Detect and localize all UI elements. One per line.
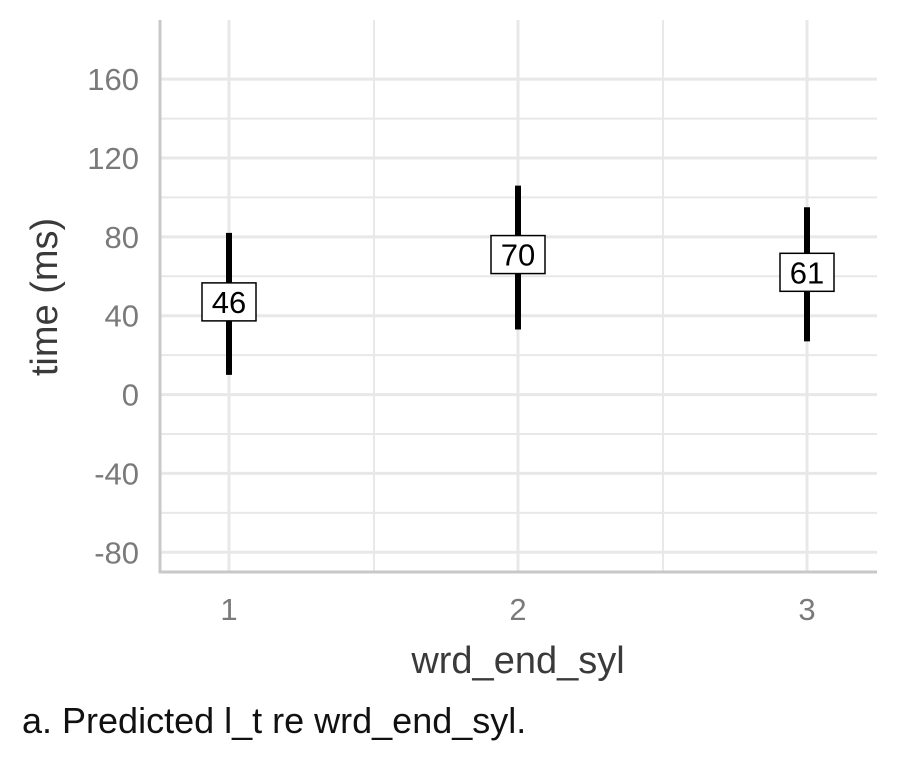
y-axis-title: time (ms) [24, 218, 66, 376]
y-tick-label: -80 [94, 535, 139, 570]
data-label-box [490, 234, 546, 275]
data-label-box [779, 252, 835, 293]
x-tick-labels: 1 2 3 [220, 592, 815, 627]
x-tick-label: 1 [220, 592, 237, 627]
y-tick-label: -40 [94, 456, 139, 491]
x-axis-title: wrd_end_syl [410, 640, 624, 682]
y-tick-label: 40 [105, 299, 139, 334]
y-tick-labels: -80 -40 0 40 80 120 160 [87, 62, 139, 570]
y-tick-label: 0 [122, 378, 139, 413]
data-label: 70 [501, 238, 535, 273]
axes [158, 20, 877, 574]
error-bars: 46 70 61 [201, 185, 835, 375]
data-label-box [201, 282, 257, 322]
figure-caption: a. Predicted l_t re wrd_end_syl. [22, 700, 527, 741]
y-tick-label: 80 [105, 220, 139, 255]
y-tick-label: 120 [87, 141, 139, 176]
x-tick-label: 3 [798, 592, 815, 627]
chart: -80 -40 0 40 80 120 160 1 2 3 46 70 61 time (ms) w… [24, 20, 877, 682]
y-tick-label: 160 [87, 62, 139, 97]
x-tick-label: 2 [509, 592, 526, 627]
data-label: 46 [212, 285, 246, 320]
data-label: 61 [790, 255, 824, 290]
